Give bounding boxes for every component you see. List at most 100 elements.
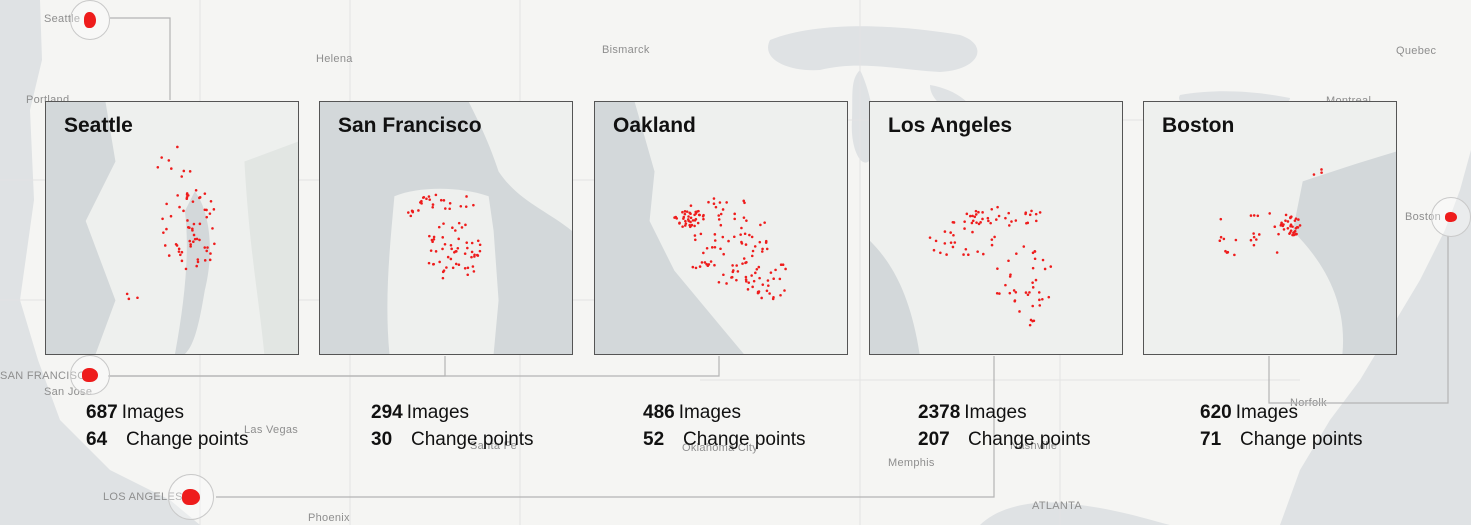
images-label: Images bbox=[406, 402, 470, 423]
observation-point bbox=[1028, 323, 1032, 327]
observation-point bbox=[742, 199, 746, 203]
map-label-phoenix: Phoenix bbox=[308, 512, 350, 524]
observation-point bbox=[182, 209, 185, 213]
observation-point bbox=[1013, 299, 1017, 303]
observation-point bbox=[721, 235, 725, 239]
observation-point bbox=[693, 224, 696, 228]
observation-point bbox=[175, 244, 179, 247]
observation-point bbox=[752, 279, 756, 283]
observation-point bbox=[721, 208, 725, 211]
observation-point bbox=[719, 247, 722, 251]
observation-point bbox=[763, 221, 766, 224]
stats-los-angeles: 2378 Images 207 Change points bbox=[918, 399, 1091, 453]
change-points-count: 30 bbox=[371, 429, 393, 450]
observation-point bbox=[162, 231, 165, 234]
observation-point bbox=[760, 296, 763, 300]
observation-point bbox=[754, 271, 757, 275]
observation-point bbox=[743, 232, 747, 236]
observation-point bbox=[1018, 310, 1021, 313]
observation-point bbox=[441, 247, 444, 251]
observation-point bbox=[1031, 266, 1035, 270]
observation-point bbox=[478, 243, 482, 247]
observation-point bbox=[943, 242, 947, 245]
observation-point bbox=[783, 289, 786, 292]
observation-point bbox=[432, 238, 436, 241]
observation-point bbox=[439, 198, 443, 202]
observation-point bbox=[1275, 251, 1279, 254]
change-points-label: Change points bbox=[1240, 429, 1363, 450]
observation-point bbox=[471, 265, 475, 268]
observation-point bbox=[1298, 224, 1302, 227]
observation-point bbox=[766, 279, 770, 282]
observation-point bbox=[753, 245, 757, 248]
oakland-detail-map bbox=[595, 102, 847, 354]
observation-point bbox=[745, 219, 748, 222]
observation-point bbox=[719, 223, 723, 227]
observation-point bbox=[465, 195, 468, 198]
observation-point bbox=[735, 278, 738, 282]
observation-point bbox=[1297, 218, 1300, 221]
observation-point bbox=[939, 251, 942, 255]
observation-point bbox=[700, 261, 704, 264]
observation-point bbox=[717, 218, 721, 221]
observation-point bbox=[1219, 217, 1223, 221]
observation-point bbox=[1293, 219, 1297, 222]
observation-point bbox=[735, 264, 738, 267]
observation-point bbox=[694, 217, 698, 221]
observation-point bbox=[1022, 245, 1026, 248]
observation-point bbox=[772, 277, 775, 280]
observation-point bbox=[1043, 267, 1047, 271]
panel-title: Boston bbox=[1162, 114, 1235, 137]
map-label-bismarck: Bismarck bbox=[602, 44, 650, 56]
observation-point bbox=[719, 212, 723, 216]
images-count: 620 bbox=[1200, 402, 1232, 423]
change-points-label: Change points bbox=[126, 429, 249, 450]
observation-point bbox=[1233, 253, 1236, 257]
observation-point bbox=[465, 241, 469, 244]
boston-detail-map bbox=[1144, 102, 1396, 354]
observation-point bbox=[1288, 232, 1291, 235]
observation-point bbox=[184, 267, 188, 271]
map-label-helena: Helena bbox=[316, 53, 353, 65]
observation-point bbox=[441, 276, 445, 280]
observation-point bbox=[981, 211, 984, 214]
observation-point bbox=[755, 267, 759, 271]
observation-point bbox=[1252, 235, 1256, 239]
observation-point bbox=[969, 214, 972, 218]
observation-point bbox=[702, 217, 705, 221]
observation-point bbox=[740, 226, 743, 230]
observation-point bbox=[678, 222, 681, 225]
observation-point bbox=[751, 285, 754, 289]
observation-point bbox=[209, 200, 213, 203]
observation-point bbox=[459, 204, 463, 208]
observation-point bbox=[1038, 298, 1041, 302]
observation-point bbox=[431, 203, 435, 206]
observation-point bbox=[1041, 258, 1045, 262]
observation-point bbox=[428, 198, 432, 201]
observation-point bbox=[713, 263, 716, 267]
observation-point bbox=[761, 283, 765, 286]
observation-point bbox=[212, 208, 216, 211]
observation-point bbox=[993, 235, 996, 239]
observation-point bbox=[767, 284, 770, 287]
observation-point bbox=[684, 219, 687, 223]
seattle-points bbox=[125, 145, 216, 301]
observation-point bbox=[740, 240, 743, 244]
san-francisco-detail-map bbox=[320, 102, 572, 354]
observation-point bbox=[163, 244, 167, 247]
observation-point bbox=[472, 203, 475, 207]
observation-point bbox=[722, 252, 725, 256]
observation-point bbox=[470, 250, 474, 254]
observation-point bbox=[169, 214, 173, 218]
observation-point bbox=[986, 216, 990, 220]
panel-san-francisco: San Francisco bbox=[319, 101, 573, 355]
panel-oakland: Oakland bbox=[594, 101, 848, 355]
observation-point bbox=[781, 263, 785, 266]
boston-location-marker bbox=[1431, 197, 1471, 237]
observation-point bbox=[434, 193, 438, 197]
observation-point bbox=[1049, 265, 1053, 268]
observation-point bbox=[191, 227, 194, 231]
observation-point bbox=[714, 205, 718, 209]
observation-point bbox=[1252, 232, 1255, 235]
images-count: 687 bbox=[86, 402, 118, 423]
